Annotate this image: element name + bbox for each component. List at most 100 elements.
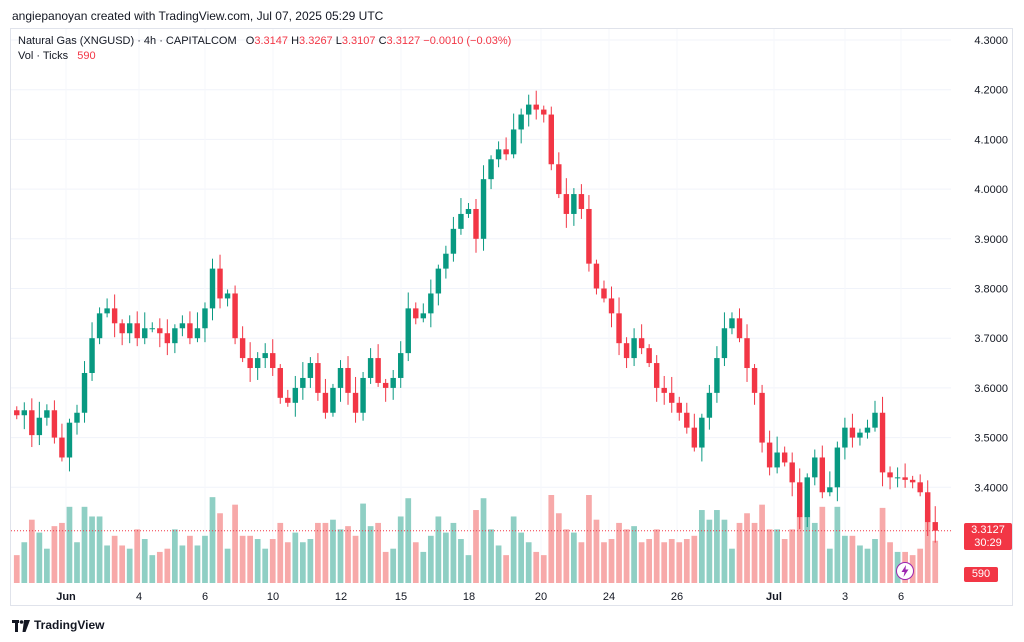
candle-body <box>352 392 359 413</box>
volume-bar <box>36 532 43 583</box>
candle-body <box>36 417 43 436</box>
volume-bar <box>119 545 126 583</box>
time-axis[interactable]: Jun 4 6 10 12 15 18 20 24 26 Jul 3 6 <box>56 591 904 603</box>
candle-body <box>608 298 615 314</box>
volume-bar <box>390 548 397 583</box>
candle-body <box>864 427 871 433</box>
candle-body <box>623 343 630 359</box>
candle-body <box>254 358 261 369</box>
volume-bar <box>842 535 848 583</box>
price-tick-label: 3.7000 <box>974 333 1008 345</box>
volume-bar <box>766 529 773 583</box>
volume-bar <box>480 498 487 583</box>
legend-low: 3.3107 <box>341 35 376 47</box>
candle-body <box>631 338 637 359</box>
volume-bar <box>563 529 570 583</box>
volume-bar <box>601 542 607 583</box>
candle-body <box>149 328 155 330</box>
volume-bar <box>872 539 878 583</box>
price-tick-label: 4.2000 <box>974 85 1008 97</box>
legend-volume-value: 590 <box>77 50 96 62</box>
lightning-bolt-icon[interactable] <box>896 562 914 580</box>
candle-body <box>322 392 329 413</box>
legend-volume-row: Vol · Ticks 590 <box>18 49 511 64</box>
volume-bar <box>887 542 893 583</box>
candle-body <box>902 477 908 480</box>
candle-body <box>887 472 893 478</box>
volume-bar <box>729 548 735 583</box>
candle-body <box>345 368 351 393</box>
volume-bar <box>578 542 585 583</box>
volume-bar <box>164 548 171 583</box>
candle-body <box>721 328 728 359</box>
volume-bar <box>623 529 630 583</box>
volume-bar <box>284 542 291 583</box>
candle-body <box>435 268 442 294</box>
footer-brand[interactable]: TradingView <box>12 618 104 632</box>
volume-bar <box>412 542 419 583</box>
volume-bar <box>646 539 653 583</box>
candle-body <box>270 353 276 369</box>
candle-body <box>277 368 283 398</box>
volume-bar <box>126 548 133 583</box>
candle-body <box>849 427 856 438</box>
candle-body <box>285 397 291 403</box>
volume-bar <box>917 548 924 583</box>
volume-bar <box>495 545 502 583</box>
legend-volume-label[interactable]: Vol · Ticks <box>18 50 69 62</box>
time-tick-label: 6 <box>202 591 208 603</box>
volume-bar <box>706 519 713 583</box>
last-volume-tag: 590 <box>964 567 998 582</box>
volume-bar <box>759 504 765 583</box>
volume-bar <box>548 495 555 583</box>
volume-bar <box>638 542 645 583</box>
volume-bar <box>789 529 796 583</box>
price-tick-label: 3.8000 <box>974 284 1008 296</box>
volume-bar <box>714 510 720 583</box>
volume-bar <box>796 513 803 583</box>
volume-bar <box>653 529 660 583</box>
candle-body <box>217 268 223 299</box>
candle-body <box>601 288 607 299</box>
volume-bar <box>59 522 65 583</box>
candle-body <box>164 333 171 344</box>
price-chart[interactable]: 4.3000 4.2000 4.1000 4.0000 3.9000 3.8000 3.70… <box>11 29 1012 605</box>
candle-body <box>89 338 95 373</box>
candle-body <box>239 338 246 359</box>
candle-body <box>119 323 125 334</box>
candle-body <box>465 208 472 214</box>
volume-bar <box>533 551 540 583</box>
candle-body <box>179 323 186 329</box>
candle-body <box>224 293 231 299</box>
candle-body <box>443 253 449 269</box>
volume-bar <box>586 495 592 583</box>
volume-bar <box>857 545 863 583</box>
volume-bar <box>367 526 374 583</box>
candle-body <box>14 410 20 416</box>
volume-bar <box>172 529 178 583</box>
candle-body <box>653 363 660 388</box>
candle-body <box>593 263 600 289</box>
time-tick-label: Jun <box>56 591 76 603</box>
price-axis[interactable]: 4.3000 4.2000 4.1000 4.0000 3.9000 3.8000 3.70… <box>974 35 1008 494</box>
candle-body <box>458 213 464 229</box>
candle-body <box>104 308 110 314</box>
chart-pane[interactable]: 4.3000 4.2000 4.1000 4.0000 3.9000 3.8000 3.70… <box>10 28 1013 606</box>
candle-body <box>74 412 80 423</box>
candle-body <box>194 328 201 339</box>
candle-body <box>744 338 750 369</box>
candle-body <box>909 479 916 483</box>
candle-body <box>638 338 645 349</box>
time-tick-label: 4 <box>136 591 142 603</box>
volume-bar <box>74 542 80 583</box>
volume-bar <box>691 535 698 583</box>
volume-bar <box>608 539 615 583</box>
volume-bar <box>247 535 254 583</box>
legend-symbol[interactable]: Natural Gas (XNGUSD) · 4h · CAPITALCOM <box>18 35 237 47</box>
candle-body <box>548 114 554 165</box>
volume-bar <box>397 516 404 583</box>
candle-body <box>563 194 570 214</box>
volume-bar <box>104 545 110 583</box>
candle-body <box>420 313 427 319</box>
volume-bar <box>13 555 20 583</box>
